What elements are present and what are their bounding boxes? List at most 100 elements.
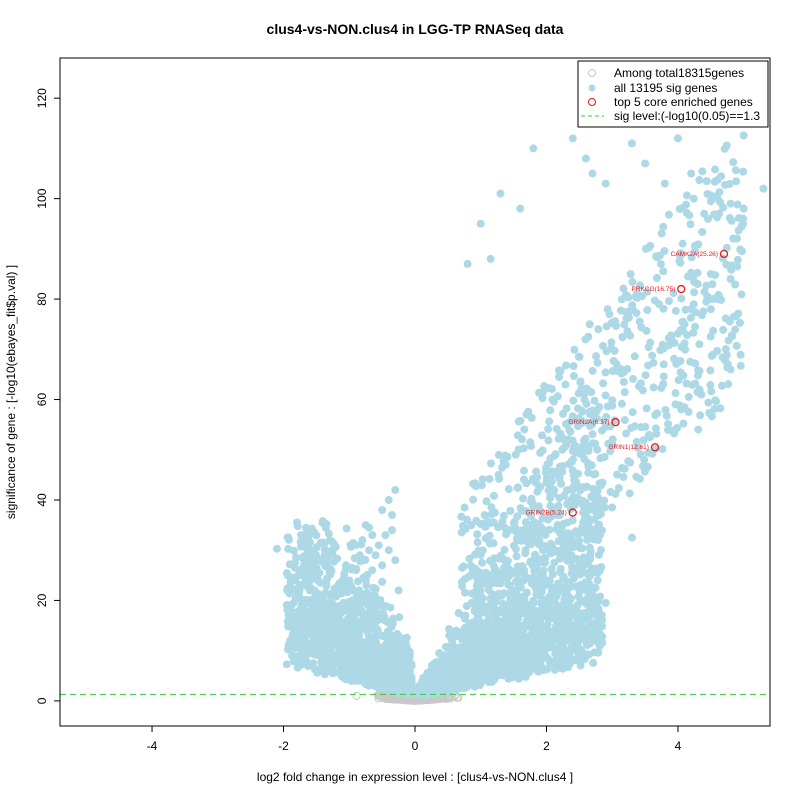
sig-point xyxy=(514,533,523,542)
sig-point xyxy=(704,398,713,407)
sig-point xyxy=(477,481,486,490)
sig-point xyxy=(383,627,392,636)
sig-point xyxy=(672,359,681,368)
sig-point xyxy=(727,265,736,274)
sig-point xyxy=(320,633,329,642)
sig-point xyxy=(722,350,731,359)
sig-point xyxy=(309,659,318,668)
sig-point xyxy=(521,518,530,527)
sig-point xyxy=(677,405,686,414)
sig-point xyxy=(693,268,702,277)
sig-point xyxy=(623,327,632,336)
sig-point xyxy=(339,661,348,670)
sig-point xyxy=(689,194,698,203)
sig-point xyxy=(517,435,526,444)
sig-point xyxy=(348,614,357,623)
sig-point xyxy=(407,677,416,686)
sig-point xyxy=(487,503,496,512)
sig-point xyxy=(582,399,591,408)
sig-point xyxy=(667,332,676,341)
sig-point xyxy=(659,379,668,388)
sig-point xyxy=(304,532,313,541)
sig-point xyxy=(715,188,724,197)
sig-point xyxy=(575,610,584,619)
sig-point xyxy=(379,609,388,618)
sig-point xyxy=(528,560,537,569)
sig-point xyxy=(664,297,673,306)
sig-point xyxy=(551,649,560,658)
sig-point xyxy=(498,463,507,472)
sig-point xyxy=(676,325,685,334)
sig-point xyxy=(538,387,547,396)
sig-point xyxy=(511,450,520,459)
sig-point xyxy=(721,314,730,323)
sig-point xyxy=(513,562,522,571)
sig-point xyxy=(502,530,511,539)
sig-point xyxy=(606,447,615,456)
sig-point xyxy=(481,568,490,577)
sig-point xyxy=(451,627,460,636)
sig-point xyxy=(733,255,742,264)
sig-point xyxy=(467,589,476,598)
sig-point xyxy=(374,658,383,667)
sig-point xyxy=(407,662,416,671)
sig-point xyxy=(567,603,576,612)
sig-point xyxy=(643,306,652,315)
sig-point xyxy=(363,610,372,619)
sig-point xyxy=(555,536,564,545)
sig-point xyxy=(721,345,730,354)
sig-point xyxy=(568,483,577,492)
sig-point xyxy=(565,657,574,666)
sig-point xyxy=(646,433,655,442)
sig-point xyxy=(638,386,647,395)
sig-point xyxy=(524,668,533,677)
sig-point xyxy=(569,362,578,371)
sig-point xyxy=(527,512,536,521)
sig-point xyxy=(641,422,650,431)
sig-point xyxy=(345,656,354,665)
sig-point xyxy=(543,608,552,617)
sig-point xyxy=(640,467,649,476)
sig-point xyxy=(482,497,491,506)
sig-point xyxy=(592,352,601,361)
sig-point xyxy=(593,493,602,502)
sig-point xyxy=(642,404,651,413)
sig-point xyxy=(739,131,748,140)
sig-point xyxy=(573,530,582,539)
sig-point xyxy=(330,540,339,549)
sig-point xyxy=(536,448,545,457)
sig-point xyxy=(500,555,509,564)
sig-point xyxy=(695,366,704,375)
sig-point xyxy=(671,389,680,398)
sig-point xyxy=(360,645,369,654)
sig-point xyxy=(465,572,474,581)
sig-point xyxy=(482,633,491,642)
sig-point xyxy=(512,552,521,561)
sig-point xyxy=(674,376,683,385)
sig-point xyxy=(609,356,618,365)
sig-point xyxy=(329,557,338,566)
sig-point xyxy=(573,469,582,478)
sig-point xyxy=(300,538,309,547)
sig-point xyxy=(687,253,696,262)
sig-point xyxy=(386,650,395,659)
sig-point xyxy=(529,615,538,624)
sig-point xyxy=(599,379,608,388)
sig-point xyxy=(620,464,629,473)
sig-point xyxy=(478,475,487,484)
sig-point xyxy=(736,350,745,359)
sig-point xyxy=(677,342,686,351)
sig-point xyxy=(579,553,588,562)
sig-point xyxy=(520,566,529,575)
sig-point xyxy=(469,649,478,658)
sig-point xyxy=(320,540,329,549)
sig-point xyxy=(547,512,556,521)
sig-point xyxy=(499,457,508,466)
sig-point xyxy=(312,543,321,552)
sig-point xyxy=(513,670,522,679)
sig-point xyxy=(617,399,626,408)
sig-point xyxy=(619,284,628,293)
sig-point xyxy=(591,469,600,478)
sig-point xyxy=(635,474,644,483)
sig-point xyxy=(555,494,564,503)
